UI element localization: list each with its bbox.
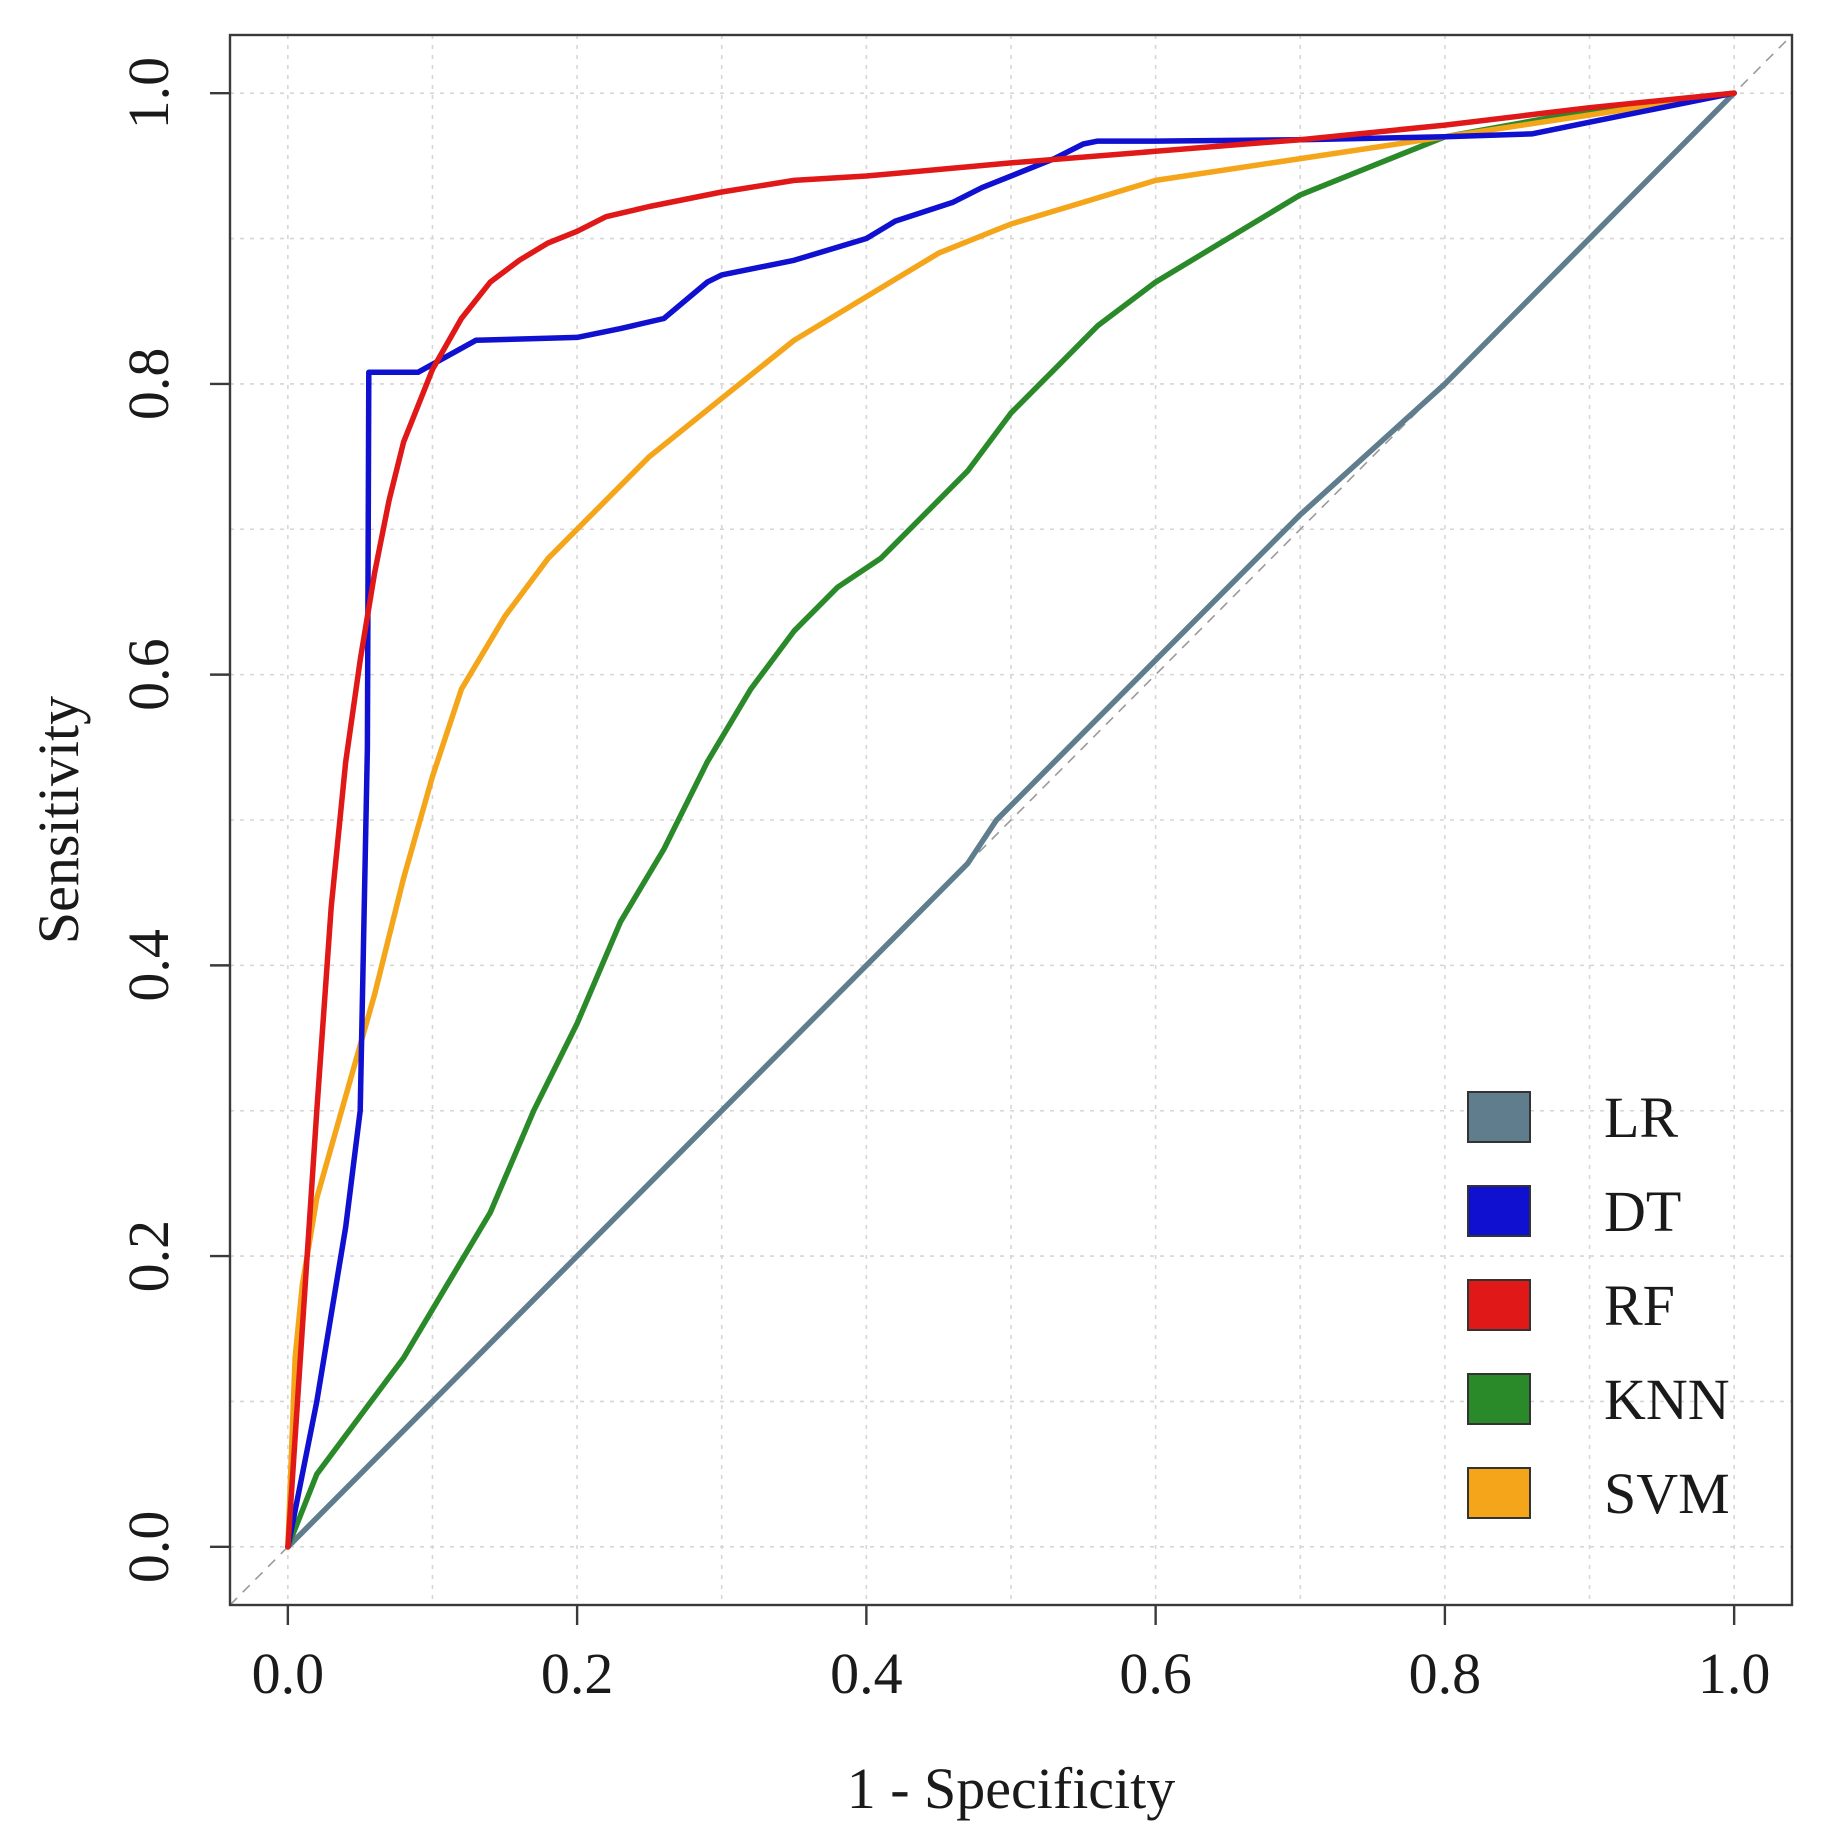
y-tick-label: 1.0 [116, 57, 181, 130]
x-tick-label: 0.2 [541, 1641, 614, 1706]
x-axis: 0.0 0.2 0.4 0.6 0.8 1.0 [252, 1605, 1771, 1706]
legend-label-rf: RF [1604, 1273, 1675, 1338]
x-tick-label: 0.6 [1119, 1641, 1192, 1706]
legend-swatch-svm [1467, 1467, 1531, 1519]
y-axis-title: Sensitivity [26, 696, 91, 944]
y-tick-label: 0.2 [116, 1220, 181, 1293]
legend-label-dt: DT [1604, 1179, 1681, 1244]
x-tick-label: 0.0 [252, 1641, 325, 1706]
series-layer [285, 90, 1737, 1550]
legend-label-svm: SVM [1604, 1461, 1730, 1526]
y-tick-label: 0.6 [116, 638, 181, 711]
series-line-rf [285, 90, 1737, 1550]
x-tick-label: 0.8 [1409, 1641, 1482, 1706]
y-tick-label: 0.8 [116, 348, 181, 421]
legend-swatch-knn [1467, 1373, 1531, 1425]
x-axis-title: 1 - Specificity [847, 1756, 1176, 1821]
legend-swatch-rf [1467, 1279, 1531, 1331]
legend: LR DT RF KNN SVM [1467, 1085, 1730, 1526]
y-tick-label: 0.4 [116, 929, 181, 1002]
legend-label-knn: KNN [1604, 1367, 1730, 1432]
legend-swatch-lr [1467, 1091, 1531, 1143]
series-line-knn [285, 90, 1737, 1550]
x-tick-label: 0.4 [830, 1641, 903, 1706]
y-tick-label: 0.0 [116, 1511, 181, 1584]
plot-frame [228, 33, 1794, 1607]
legend-swatch-dt [1467, 1185, 1531, 1237]
series-line-svm [285, 90, 1737, 1550]
legend-label-lr: LR [1604, 1085, 1678, 1150]
y-axis: 0.0 0.2 0.4 0.6 0.8 1.0 [116, 57, 230, 1583]
series-line-lr [285, 90, 1737, 1550]
x-tick-label: 1.0 [1698, 1641, 1771, 1706]
